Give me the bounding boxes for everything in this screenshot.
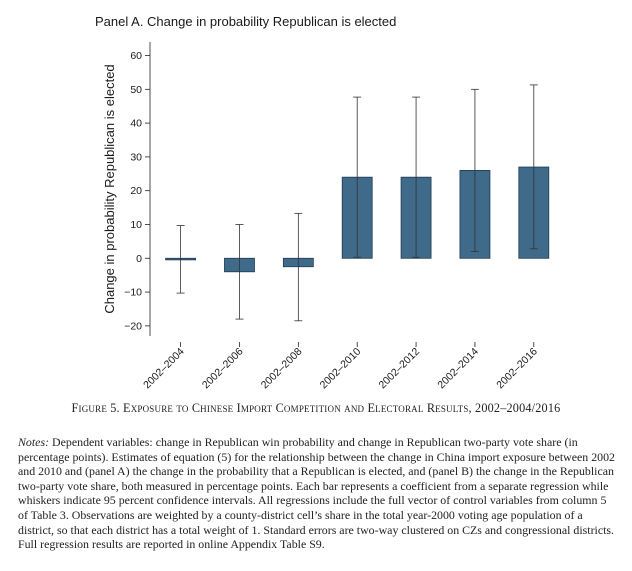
y-tick-label: 60 (130, 50, 142, 62)
x-tick-label: 2002–2012 (377, 346, 423, 392)
figure-notes: Notes: Dependent variables: change in Re… (18, 435, 616, 552)
figure-caption: Figure 5. Exposure to Chinese Import Com… (71, 401, 561, 415)
y-tick-label: 30 (130, 151, 142, 163)
x-tick-label: 2002–2006 (200, 346, 246, 392)
y-tick-label: 0 (136, 253, 142, 265)
bar-chart: Panel A. Change in probability Republica… (95, 14, 550, 391)
y-axis-label: Change in probability Republican is elec… (102, 64, 117, 313)
panel-title: Panel A. Change in probability Republica… (95, 14, 396, 29)
y-axis: −20 −10 0 10 20 30 40 50 60 (124, 42, 151, 336)
confidence-intervals (176, 84, 538, 322)
y-tick-label: −20 (124, 320, 142, 332)
x-tick-label: 2002–2008 (259, 346, 305, 392)
y-tick-label: −10 (124, 287, 142, 299)
x-tick-label: 2002–2004 (141, 346, 187, 392)
y-tick-label: 40 (130, 118, 142, 130)
y-tick-label: 50 (130, 84, 142, 96)
notes-label: Notes: (18, 435, 50, 449)
x-tick-label: 2002–2010 (318, 346, 364, 392)
notes-text: Dependent variables: change in Republica… (18, 435, 615, 552)
x-tick-label: 2002–2014 (435, 346, 481, 392)
y-tick-label: 10 (130, 219, 142, 231)
y-tick-label: 20 (130, 185, 142, 197)
x-axis: 2002–2004 2002–2006 2002–2008 2002–2010 2002… (141, 342, 540, 391)
x-tick-label: 2002–2016 (494, 346, 540, 392)
